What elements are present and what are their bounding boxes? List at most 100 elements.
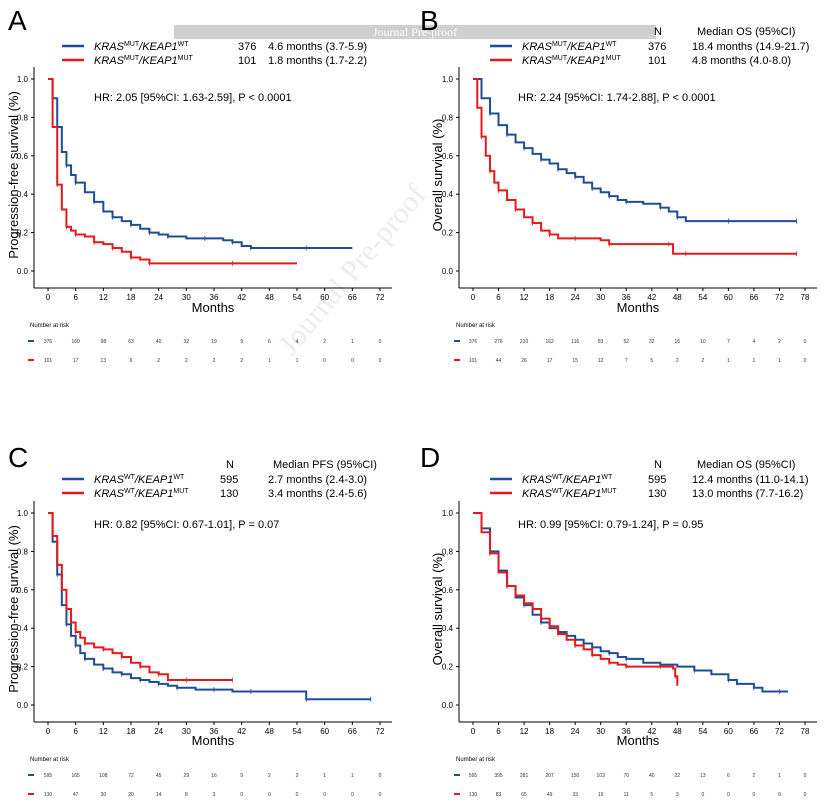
risk-cell: 0 xyxy=(268,792,271,798)
risk-cell: 1 xyxy=(268,358,271,364)
legend-label: KRASMUT/KEAP1WT xyxy=(94,41,189,53)
journal-banner: Journal Pre-proof xyxy=(174,25,656,39)
risk-cell: 5 xyxy=(650,792,653,798)
x-tick-label: 42 xyxy=(647,293,656,302)
risk-cell: 2 xyxy=(778,339,781,345)
y-tick-label: 0.4 xyxy=(17,624,29,633)
legend-sup: MUT xyxy=(552,55,568,62)
risk-cell: 101 xyxy=(469,358,478,364)
x-tick-label: 36 xyxy=(622,727,631,736)
risk-cell: 16 xyxy=(211,773,217,779)
x-tick-label: 12 xyxy=(99,727,108,736)
x-tick-label: 48 xyxy=(265,727,274,736)
x-axis-label: Months xyxy=(617,733,660,748)
x-tick-label: 54 xyxy=(698,727,707,736)
x-tick-label: 60 xyxy=(724,293,733,302)
risk-cell: 2 xyxy=(240,358,243,364)
x-tick-label: 18 xyxy=(127,727,136,736)
x-tick-label: 30 xyxy=(182,293,191,302)
risk-cell: 4 xyxy=(296,339,299,345)
risk-cell: 12 xyxy=(598,358,604,364)
header-median: Median OS (95%CI) xyxy=(697,26,795,38)
risk-cell: 0 xyxy=(351,792,354,798)
risk-cell: 29 xyxy=(184,773,190,779)
risk-cell: 395 xyxy=(494,773,503,779)
x-tick-label: 6 xyxy=(496,293,501,302)
x-tick-label: 0 xyxy=(46,293,51,302)
y-tick-label: 1.0 xyxy=(17,509,29,518)
legend-n: 130 xyxy=(220,488,238,500)
risk-cell: 17 xyxy=(73,358,79,364)
risk-cell: 0 xyxy=(351,358,354,364)
risk-cell: 2 xyxy=(676,358,679,364)
risk-cell: 65 xyxy=(521,792,527,798)
x-axis-label: Months xyxy=(192,733,235,748)
legend-label: KRASWT/KEAP1MUT xyxy=(94,488,189,500)
x-tick-label: 12 xyxy=(99,293,108,302)
x-tick-label: 66 xyxy=(749,293,758,302)
survival-curve-series-1 xyxy=(473,512,788,693)
legend-gene: KRAS xyxy=(94,41,125,53)
risk-cell: 6 xyxy=(268,339,271,345)
legend-label: KRASMUT/KEAP1MUT xyxy=(522,55,622,67)
y-tick-label: 0.6 xyxy=(442,586,454,595)
risk-cell: 2 xyxy=(213,358,216,364)
legend-median: 13.0 months (7.7-16.2) xyxy=(692,488,803,500)
x-tick-label: 72 xyxy=(376,293,385,302)
legend-gene: KRAS xyxy=(522,41,553,53)
risk-table-title: Number at risk xyxy=(30,757,70,763)
x-tick-label: 24 xyxy=(571,727,580,736)
hazard-ratio: HR: 2.24 [95%CI: 1.74-2.88], P < 0.0001 xyxy=(518,92,716,104)
risk-cell: 98 xyxy=(101,339,107,345)
risk-cell: 7 xyxy=(625,358,628,364)
risk-cell: 70 xyxy=(623,773,629,779)
x-tick-label: 54 xyxy=(293,293,302,302)
x-tick-label: 60 xyxy=(320,293,329,302)
x-tick-label: 78 xyxy=(801,293,810,302)
y-tick-label: 0.2 xyxy=(17,229,29,238)
survival-curve-series-2 xyxy=(473,512,679,686)
legend-n: 595 xyxy=(648,474,666,486)
risk-cell: 1 xyxy=(753,358,756,364)
x-tick-label: 6 xyxy=(496,727,501,736)
legend-sup: WT xyxy=(178,41,190,48)
risk-cell: 0 xyxy=(379,339,382,345)
legend-gene: KRAS xyxy=(522,488,553,500)
risk-cell: 150 xyxy=(571,773,580,779)
risk-cell: 40 xyxy=(649,773,655,779)
risk-cell: 0 xyxy=(804,792,807,798)
legend-gene: /KEAP1 xyxy=(138,41,178,53)
y-tick-label: 0.8 xyxy=(442,113,454,122)
x-tick-label: 30 xyxy=(596,293,605,302)
y-tick-label: 0.8 xyxy=(442,547,454,556)
risk-cell: 116 xyxy=(571,339,579,345)
risk-cell: 83 xyxy=(598,339,604,345)
risk-cell: 3 xyxy=(213,792,216,798)
y-axis-label: Overall survival (%) xyxy=(430,553,445,666)
risk-cell: 2 xyxy=(268,773,271,779)
risk-cell: 0 xyxy=(804,358,807,364)
risk-cell: 7 xyxy=(727,339,730,345)
risk-cell: 595 xyxy=(469,773,478,779)
legend-sup: MUT xyxy=(124,41,140,48)
risk-cell: 0 xyxy=(727,792,730,798)
x-tick-label: 66 xyxy=(348,727,357,736)
legend-label: KRASMUT/KEAP1MUT xyxy=(94,55,194,67)
y-tick-label: 0.6 xyxy=(17,586,29,595)
risk-cell: 0 xyxy=(296,792,299,798)
risk-table-title: Number at risk xyxy=(456,323,496,329)
risk-cell: 0 xyxy=(804,773,807,779)
panel-label: C xyxy=(8,442,28,473)
risk-cell: 2 xyxy=(753,773,756,779)
risk-cell: 1 xyxy=(778,773,781,779)
legend-sup: WT xyxy=(606,41,618,48)
legend-median: 1.8 months (1.7-2.2) xyxy=(268,55,367,67)
risk-cell: 165 xyxy=(71,773,80,779)
risk-cell: 9 xyxy=(240,339,243,345)
legend-sup: WT xyxy=(124,488,136,495)
legend-sup: WT xyxy=(601,474,613,481)
risk-table-title: Number at risk xyxy=(456,757,496,763)
risk-cell: 101 xyxy=(44,358,53,364)
legend-gene: KRAS xyxy=(94,488,125,500)
risk-cell: 17 xyxy=(547,358,553,364)
